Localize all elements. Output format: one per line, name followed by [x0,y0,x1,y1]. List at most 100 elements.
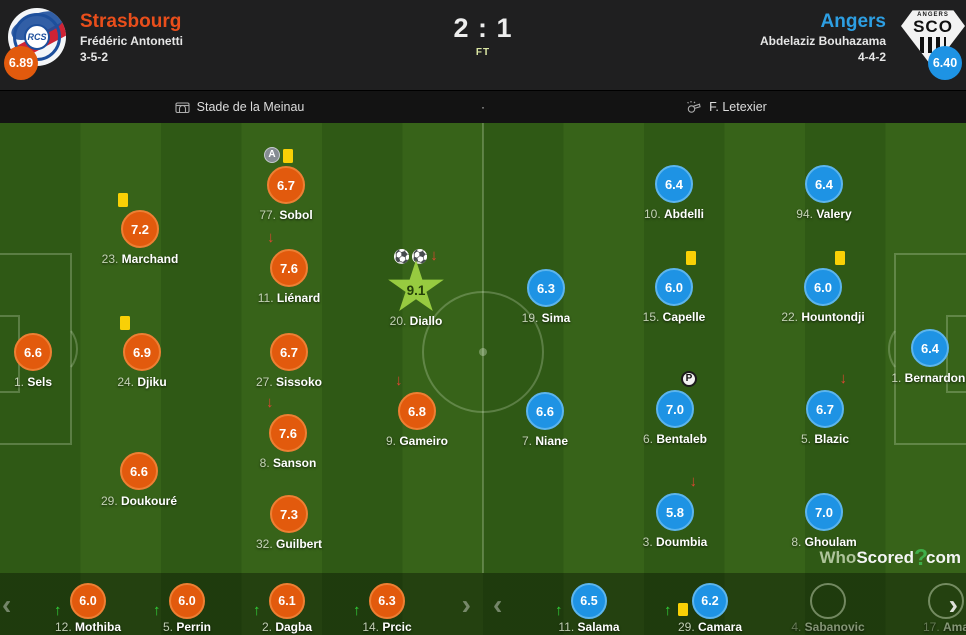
player-name: Prcic [382,620,412,634]
player-bernardoni[interactable]: 6.4 1. Bernardoni [875,329,966,385]
chevron-right-icon[interactable]: › [948,588,958,620]
whoscored-watermark: WhoScored?com [819,544,962,570]
player-rating: 6.6 [120,452,158,490]
player-rating: 6.4 [655,165,693,203]
player-number: 5. [162,620,177,634]
home-team-name[interactable]: Strasbourg [80,11,182,32]
player-rating: 6.4 [805,165,843,203]
bench-player-perrin[interactable]: ↑ 6.0 5. Perrin [132,583,242,634]
player-label: 22. Hountondji [768,310,878,324]
player-valery[interactable]: 6.4 94. Valery [769,165,879,221]
player-capelle[interactable]: 6.0 15. Capelle [619,251,729,324]
player-ghoulam[interactable]: 7.0 8. Ghoulam [769,493,879,549]
player-blazic[interactable]: ↓ 6.7 5. Blazic [770,371,880,447]
bench-player-salama[interactable]: ↑ 6.5 11. Salama [534,583,644,634]
player-name: Sabanovic [804,620,865,634]
player-label: 7. Niane [490,434,600,448]
player-rating: 6.0 [655,268,693,306]
player-rating: 6.0 [169,583,205,619]
goal-icon: ⚽ [394,249,410,264]
player-bentaleb[interactable]: P 7.0 6. Bentaleb [620,371,730,446]
away-formation: 4-4-2 [857,50,886,64]
player-doukouré[interactable]: 6.6 29. Doukouré [84,452,194,508]
away-crest[interactable]: ANGERS SCO 6.40 [900,8,965,80]
player-rating: 6.3 [369,583,405,619]
bench-player-ama[interactable]: 17. Ama [891,583,966,634]
player-rating: 6.7 [270,333,308,371]
player-badges: A [231,147,341,163]
player-name: Sima [541,311,571,325]
player-niane[interactable]: 6.6 7. Niane [490,392,600,448]
yellow-card-icon [686,251,696,265]
player-badges: ↓ [233,395,343,411]
crest-top-text: ANGERS [917,12,949,18]
player-label: 4. Sabanovic [773,620,883,634]
player-liénard[interactable]: ↓ 7.6 11. Liénard [234,230,344,306]
player-sima[interactable]: 6.3 19. Sima [491,269,601,325]
player-name: Djiku [137,375,167,389]
player-rating: 6.6 [526,392,564,430]
away-team-name[interactable]: Angers [820,11,886,32]
sub-on-icon: ↑ [153,602,161,619]
bench-player-sabanovic[interactable]: 4. Sabanovic [773,583,883,634]
player-number: 4. [791,620,805,634]
player-label: 77. Sobol [231,208,341,222]
chevron-left-icon[interactable]: ‹ [493,588,503,620]
player-name: Doumbia [656,535,708,549]
home-bench: ‹ › ↑ 6.0 12. Mothiba ↑ 6.0 5. Perrin ↑ 6.1 2. D… [0,573,483,635]
player-doumbia[interactable]: ↓ 5.8 3. Doumbia [620,474,730,550]
player-rating: 6.0 [804,268,842,306]
player-number: 27. [255,375,276,389]
player-rating: 6.4 [911,329,949,367]
player-number: 2. [261,620,276,634]
home-team-rating-badge: 6.89 [4,46,38,80]
yellow-card-icon [678,603,688,616]
player-marchand[interactable]: 7.2 23. Marchand [85,193,195,266]
chevron-left-icon[interactable]: ‹ [2,588,12,620]
player-djiku[interactable]: 6.9 24. Djiku [87,316,197,389]
player-label: 5. Blazic [770,432,880,446]
player-name: Mothiba [75,620,121,634]
player-label: 6. Bentaleb [620,432,730,446]
unused-sub-circle [928,583,964,619]
player-sels[interactable]: 6.6 1. Sels [0,333,88,389]
player-abdelli[interactable]: 6.4 10. Abdelli [619,165,729,221]
player-number: 29. [677,620,698,634]
sub-on-icon: ↑ [353,602,361,619]
player-guilbert[interactable]: 7.3 32. Guilbert [234,495,344,551]
player-badges [87,314,197,330]
player-number: 3. [642,535,656,549]
player-label: 9. Gameiro [362,434,472,448]
player-gameiro[interactable]: ↓ 6.8 9. Gameiro [362,373,472,449]
home-crest[interactable]: RCS 6.89 [4,8,66,80]
bench-player-camara[interactable]: ↑ 6.2 29. Camara [655,583,765,634]
bench-player-mothiba[interactable]: ↑ 6.0 12. Mothiba [33,583,143,634]
player-sobol[interactable]: A 6.7 77. Sobol [231,147,341,222]
player-hountondji[interactable]: 6.0 22. Hountondji [768,251,878,324]
player-label: 29. Camara [655,620,765,634]
home-coach: Frédéric Antonetti [80,34,183,48]
player-label: 24. Djiku [87,375,197,389]
player-name: Dagba [275,620,313,634]
player-name: Sobol [279,208,313,222]
chevron-right-icon[interactable]: › [461,588,471,620]
pitch-markings [0,123,966,573]
sub-off-icon: ↓ [266,394,274,411]
player-name: Gameiro [399,434,449,448]
player-name: Ghoulam [804,535,857,549]
home-team-block: RCS 6.89 Strasbourg Frédéric Antonetti 3… [4,8,183,80]
player-number: 77. [259,208,280,222]
bench-player-dagba[interactable]: ↑ 6.1 2. Dagba [232,583,342,634]
player-badges: ↓ [234,230,344,246]
player-name: Bernardoni [904,371,966,385]
home-formation: 3-5-2 [80,50,109,64]
match-header: RCS 6.89 Strasbourg Frédéric Antonetti 3… [0,0,966,90]
player-rating: 6.9 [123,333,161,371]
player-label: 8. Sanson [233,456,343,470]
player-sissoko[interactable]: 6.7 27. Sissoko [234,333,344,389]
unused-sub-circle [810,583,846,619]
bench-player-prcic[interactable]: ↑ 6.3 14. Prcic [332,583,442,634]
stadium-icon [175,101,190,114]
player-diallo[interactable]: ⚽ ⚽ ↓ 9.1 20. Diallo [361,248,471,328]
player-sanson[interactable]: ↓ 7.6 8. Sanson [233,395,343,471]
